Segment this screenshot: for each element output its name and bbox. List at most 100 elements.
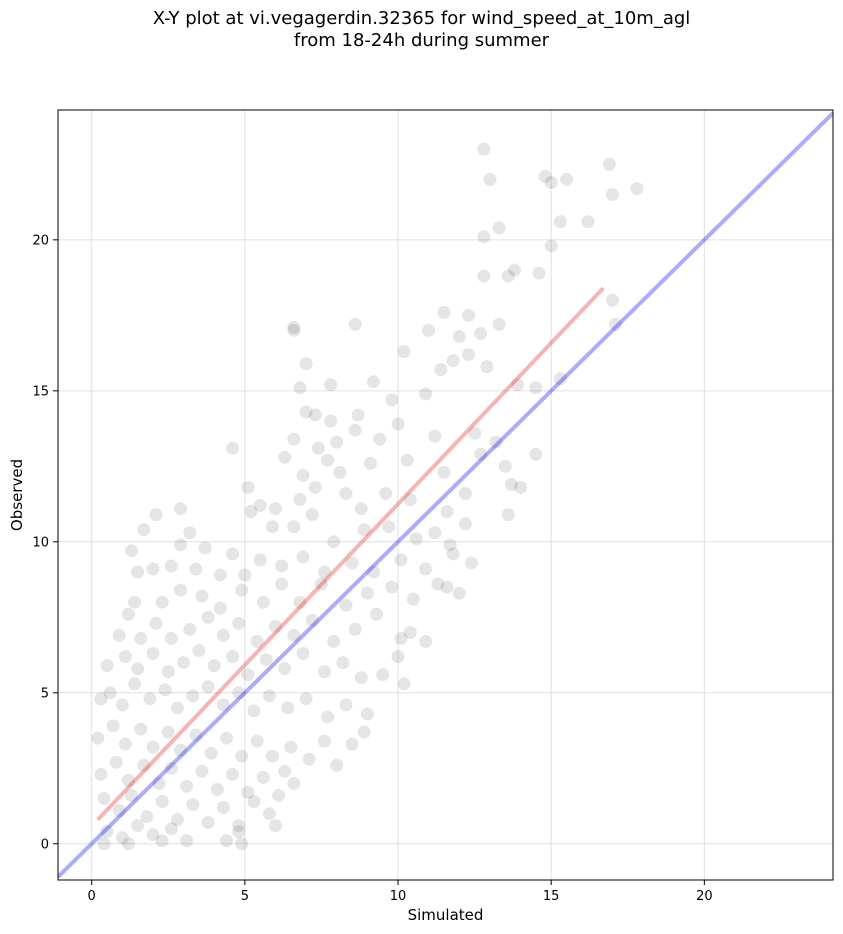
data-point (419, 387, 433, 401)
data-point (553, 215, 567, 229)
data-point (507, 263, 521, 277)
y-tick-label: 15 (32, 384, 49, 399)
data-point (293, 381, 307, 395)
data-point (419, 634, 433, 648)
data-point (305, 508, 319, 522)
data-point (360, 707, 374, 721)
data-point (336, 656, 350, 670)
data-point (155, 595, 169, 609)
data-point (97, 837, 111, 851)
data-point (265, 749, 279, 763)
data-point (403, 493, 417, 507)
data-point (287, 320, 301, 334)
data-point (155, 834, 169, 848)
data-point (559, 172, 573, 186)
data-point (259, 653, 273, 667)
data-point (385, 393, 399, 407)
data-point (97, 791, 111, 805)
data-point (219, 834, 233, 848)
data-point (609, 317, 623, 331)
data-point (339, 486, 353, 500)
y-tick-label: 0 (41, 837, 49, 852)
data-point (458, 517, 472, 531)
data-point (94, 767, 108, 781)
data-point (137, 523, 151, 537)
data-point (164, 761, 178, 775)
data-point (198, 541, 212, 555)
data-point (149, 508, 163, 522)
data-point (278, 450, 292, 464)
data-point (186, 689, 200, 703)
data-point (103, 686, 117, 700)
data-point (235, 837, 249, 851)
data-point (394, 553, 408, 567)
data-point (170, 701, 184, 715)
data-point (370, 607, 384, 621)
chart-title-line-1: X-Y plot at vi.vegagerdin.32365 for wind… (152, 8, 691, 29)
data-point (529, 447, 543, 461)
data-point (174, 538, 188, 552)
data-point (235, 583, 249, 597)
data-point (112, 628, 126, 642)
data-point (195, 589, 209, 603)
data-point (125, 788, 139, 802)
data-point (299, 405, 313, 419)
data-point (330, 435, 344, 449)
data-point (146, 740, 160, 754)
data-point (287, 520, 301, 534)
data-point (207, 659, 221, 673)
data-point (180, 834, 194, 848)
data-point (379, 486, 393, 500)
data-point (474, 447, 488, 461)
data-point (553, 372, 567, 386)
data-point (177, 656, 191, 670)
data-point (149, 616, 163, 630)
data-point (492, 221, 506, 235)
data-point (293, 595, 307, 609)
data-point (477, 142, 491, 156)
data-point (189, 562, 203, 576)
data-point (195, 764, 209, 778)
data-point (544, 175, 558, 189)
data-point (321, 710, 335, 724)
data-point (532, 266, 546, 280)
data-point (321, 453, 335, 467)
y-tick-label: 20 (32, 233, 49, 248)
data-point (422, 323, 436, 337)
data-point (109, 755, 123, 769)
data-point (443, 538, 457, 552)
data-point (134, 722, 148, 736)
data-point (235, 749, 249, 763)
data-point (210, 782, 224, 796)
data-point (363, 456, 377, 470)
data-point (348, 622, 362, 636)
data-point (510, 378, 524, 392)
data-point (140, 810, 154, 824)
data-point (327, 634, 341, 648)
data-point (275, 559, 289, 573)
data-point (232, 686, 246, 700)
x-axis-label: Simulated (408, 906, 484, 924)
data-point (345, 737, 359, 751)
y-tick-label: 5 (41, 686, 49, 701)
data-point (514, 480, 528, 494)
data-point (382, 520, 396, 534)
x-tick-label: 15 (543, 889, 560, 904)
data-point (253, 499, 267, 513)
data-point (458, 486, 472, 500)
data-point (272, 788, 286, 802)
data-point (287, 628, 301, 642)
data-point (397, 345, 411, 359)
data-point (357, 725, 371, 739)
data-point (201, 610, 215, 624)
fit-line (96, 286, 605, 821)
data-point (465, 556, 479, 570)
data-point (602, 157, 616, 171)
data-point (452, 586, 466, 600)
data-point (131, 819, 145, 833)
data-point (477, 269, 491, 283)
x-tick-label: 10 (390, 889, 407, 904)
data-point (158, 683, 172, 697)
data-point (121, 837, 135, 851)
data-point (226, 547, 240, 561)
